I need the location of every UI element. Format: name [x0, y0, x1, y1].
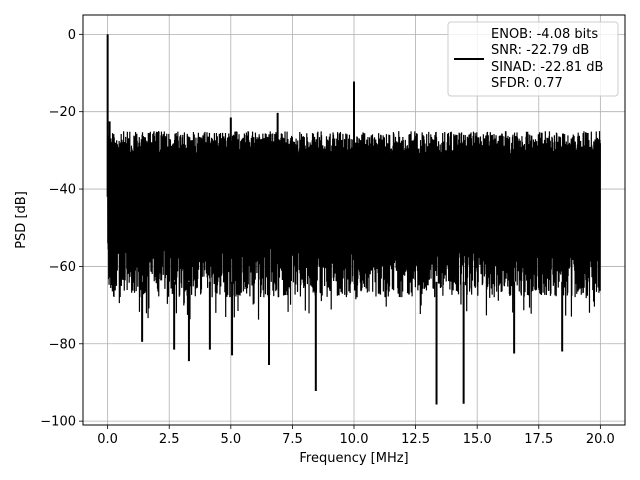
x-tick-label: 0.0 [97, 432, 118, 447]
y-tick-label: −100 [40, 415, 76, 430]
y-tick-label: −60 [49, 260, 76, 275]
x-axis-ticks: 0.0 2.5 5.0 7.5 10.0 12.5 15.0 17.5 20.0 [97, 425, 615, 447]
x-axis-label: Frequency [MHz] [299, 451, 408, 466]
x-tick-label: 15.0 [463, 432, 492, 447]
legend-entry-sinad: SINAD: -22.81 dB [491, 60, 603, 75]
legend: ENOB: -4.08 bits SNR: -22.79 dB SINAD: -… [447, 21, 619, 97]
x-tick-label: 10.0 [340, 432, 369, 447]
legend-entry-enob: ENOB: -4.08 bits [491, 27, 598, 42]
y-tick-label: −20 [49, 105, 76, 120]
legend-entry-sfdr: SFDR: 0.77 [491, 76, 563, 91]
x-tick-label: 5.0 [220, 432, 241, 447]
x-tick-label: 20.0 [586, 432, 615, 447]
x-tick-label: 2.5 [159, 432, 180, 447]
legend-entry-snr: SNR: -22.79 dB [491, 43, 589, 58]
x-tick-label: 12.5 [401, 432, 430, 447]
y-tick-label: −40 [49, 183, 76, 198]
x-tick-label: 7.5 [282, 432, 303, 447]
y-axis-ticks: 0 −20 −40 −60 −80 −100 [40, 28, 83, 430]
y-axis-label: PSD [dB] [14, 191, 29, 249]
psd-series [106, 34, 601, 405]
y-tick-label: 0 [68, 28, 76, 43]
y-tick-label: −80 [49, 337, 76, 352]
legend-box [447, 21, 619, 97]
x-tick-label: 17.5 [524, 432, 553, 447]
